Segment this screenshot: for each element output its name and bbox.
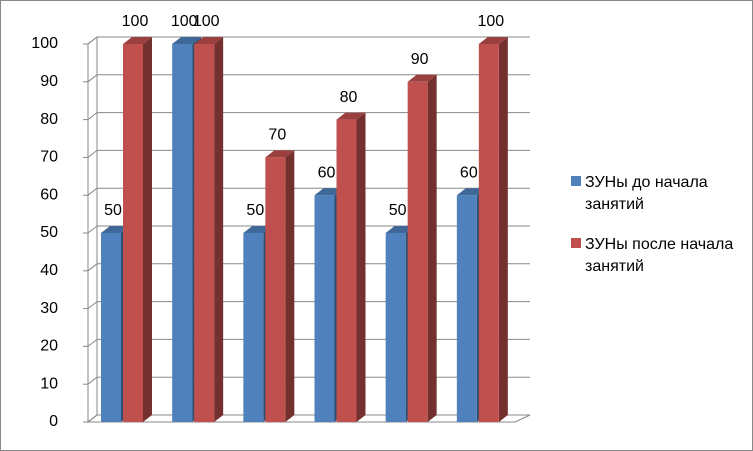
grid-line-side	[87, 36, 98, 45]
bar	[456, 195, 477, 422]
bar	[243, 233, 264, 422]
bar-side	[285, 150, 295, 422]
grid-line-side	[87, 263, 98, 272]
bar-top	[336, 112, 366, 120]
data-label: 90	[411, 51, 429, 68]
bar	[478, 44, 499, 422]
bar	[385, 233, 406, 422]
bar	[265, 157, 286, 422]
grid-line-side	[87, 414, 98, 423]
bar	[172, 44, 193, 422]
grid-line-side	[87, 225, 98, 234]
bar	[336, 119, 357, 422]
bar-top	[478, 37, 508, 44]
bar-top	[101, 226, 130, 233]
bar-side	[427, 74, 437, 423]
grid-line-side	[87, 187, 98, 196]
y-tick-label: 10	[40, 375, 58, 392]
bar	[123, 44, 143, 422]
grid-line-side	[87, 150, 98, 158]
y-tick-label: 100	[31, 35, 58, 52]
bar-top	[194, 37, 224, 44]
bar	[314, 195, 335, 422]
y-tick-label: 0	[49, 413, 58, 430]
legend-swatch	[571, 176, 581, 186]
bar-top	[456, 188, 486, 196]
data-label: 60	[318, 164, 336, 181]
bar-top	[314, 188, 344, 196]
bar-side	[498, 37, 508, 422]
bar	[407, 81, 428, 423]
grid-line-side	[87, 74, 98, 83]
y-tick-label: 60	[40, 186, 58, 203]
y-tick-label: 30	[40, 300, 58, 317]
legend-label: ЗУНы после начала занятий	[585, 236, 734, 275]
bar-top	[385, 226, 415, 233]
bar-top	[407, 74, 437, 82]
bar-top	[123, 37, 152, 44]
grid-line-side	[87, 112, 98, 120]
bar-side	[356, 112, 366, 422]
y-tick-label: 20	[40, 338, 58, 355]
y-tick-label: 90	[40, 73, 58, 90]
data-label: 100	[477, 13, 504, 30]
y-tick-label: 70	[40, 149, 58, 166]
data-label: 70	[268, 127, 286, 144]
bar-top	[243, 226, 273, 233]
data-label: 50	[246, 202, 264, 219]
bar-side	[143, 37, 152, 422]
bar-top	[172, 37, 202, 44]
bar	[101, 233, 121, 422]
grid-line-side	[87, 339, 98, 347]
legend-label: ЗУНы до начала занятий	[585, 174, 708, 213]
data-label: 100	[171, 13, 198, 30]
y-tick-label: 40	[40, 262, 58, 279]
data-label: 60	[460, 164, 478, 181]
data-label: 80	[340, 89, 358, 106]
grid-line-side	[87, 376, 98, 385]
bar	[194, 44, 215, 422]
y-tick-label: 80	[40, 111, 58, 128]
grid-line-side	[87, 301, 98, 309]
bar-top	[265, 150, 295, 158]
y-tick-label: 50	[40, 224, 58, 241]
bar-side	[214, 37, 224, 422]
data-label: 100	[122, 13, 149, 30]
data-label: 50	[389, 202, 407, 219]
data-label: 100	[193, 13, 220, 30]
data-label: 50	[104, 202, 122, 219]
legend-swatch	[571, 238, 581, 248]
